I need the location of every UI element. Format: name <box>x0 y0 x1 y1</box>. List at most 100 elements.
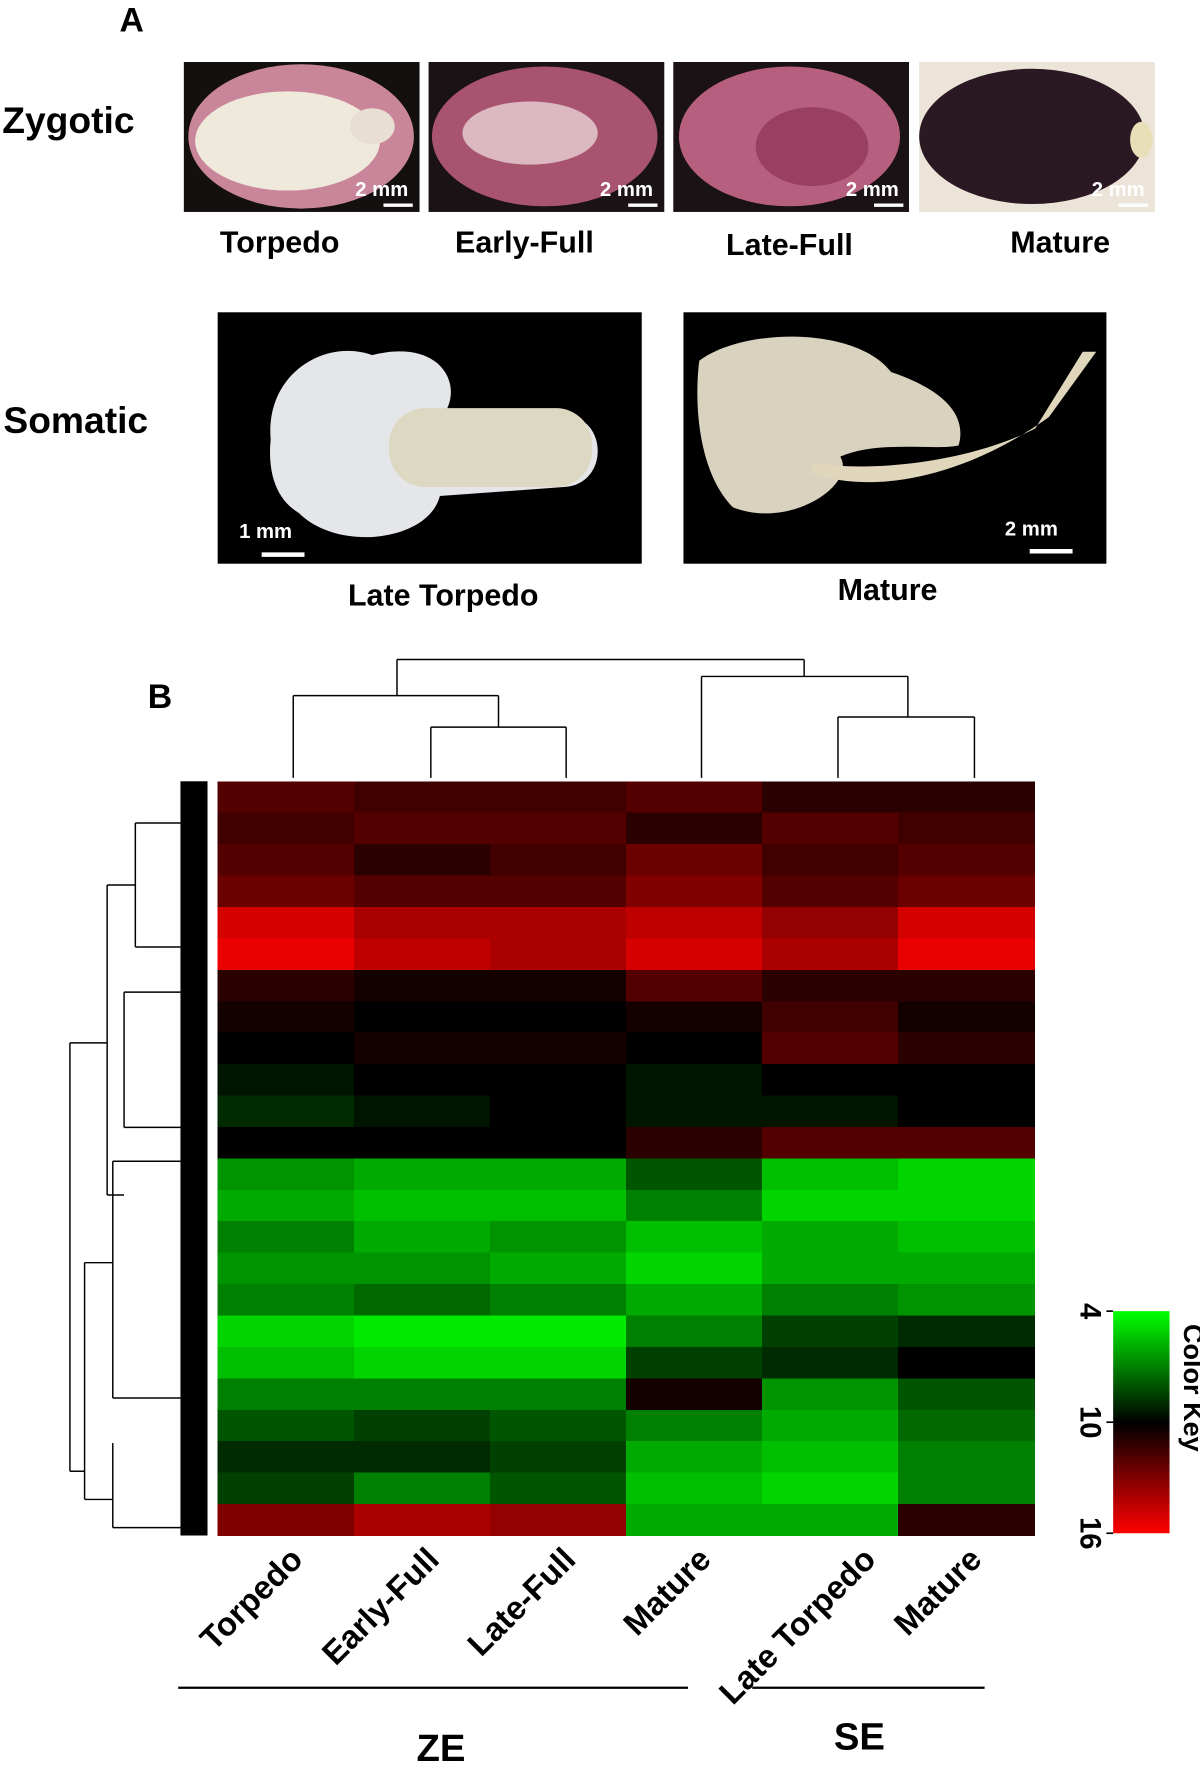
color-key-tick-label: 16 <box>1073 1517 1106 1550</box>
heatmap-cell <box>217 938 355 971</box>
heatmap-cell <box>762 1252 899 1285</box>
heatmap-cell <box>762 1189 899 1222</box>
photo: 2 mm <box>428 62 665 212</box>
heatmap-cell <box>353 1441 491 1474</box>
panel-label: B <box>148 678 172 716</box>
heatmap-cell <box>489 1252 627 1285</box>
heatmap-cell <box>625 1032 763 1065</box>
heatmap-cell <box>217 1315 355 1348</box>
heatmap-cell <box>898 906 1035 939</box>
heatmap-cell <box>898 1032 1035 1065</box>
scale-label: 2 mm <box>1092 179 1145 201</box>
heatmap-cell <box>489 1032 627 1065</box>
heatmap <box>217 781 1035 1537</box>
heatmap-cell <box>898 812 1035 845</box>
heatmap-cell <box>762 1158 899 1191</box>
heatmap-cell <box>762 1284 899 1317</box>
row-dendrogram <box>69 781 208 1536</box>
heatmap-cell <box>625 938 763 971</box>
heatmap-cell <box>489 969 627 1002</box>
heatmap-cell <box>625 1001 763 1034</box>
heatmap-cell <box>898 1158 1035 1191</box>
heatmap-cell <box>898 1189 1035 1222</box>
heatmap-cell <box>353 906 491 939</box>
heatmap-cell <box>489 1378 627 1411</box>
heatmap-cell <box>489 1001 627 1034</box>
heatmap-cell <box>353 812 491 845</box>
heatmap-cell <box>217 1472 355 1505</box>
row-label: Somatic <box>3 399 148 441</box>
heatmap-cell <box>898 1126 1035 1159</box>
heatmap-cell <box>898 1409 1035 1442</box>
group-label: SE <box>834 1716 885 1759</box>
scale-label: 2 mm <box>600 179 653 201</box>
heatmap-cell <box>217 1378 355 1411</box>
heatmap-cell <box>898 1001 1035 1034</box>
heatmap-cell <box>489 844 627 877</box>
heatmap-cell <box>762 906 899 939</box>
heatmap-cell <box>898 938 1035 971</box>
heatmap-cell <box>217 969 355 1002</box>
heatmap-cell <box>762 1378 899 1411</box>
heatmap-cell <box>625 1189 763 1222</box>
heatmap-cell <box>489 1158 627 1191</box>
row-label: Zygotic <box>2 99 134 141</box>
heatmap-cell <box>898 1315 1035 1348</box>
heatmap-cell <box>217 1252 355 1285</box>
heatmap-cell <box>217 1284 355 1317</box>
heatmap-cell <box>898 1441 1035 1474</box>
heatmap-cell <box>217 781 355 814</box>
heatmap-cell <box>489 1064 627 1097</box>
heatmap-cell <box>353 875 491 908</box>
heatmap-cell <box>625 1472 763 1505</box>
heatmap-cell <box>625 1252 763 1285</box>
heatmap-cell <box>489 1221 627 1254</box>
heatmap-cell <box>898 1064 1035 1097</box>
heatmap-cell <box>217 1095 355 1128</box>
column-dendrogram <box>292 658 976 778</box>
photo: 2 mm <box>919 62 1155 212</box>
heatmap-cell <box>217 1346 355 1379</box>
heatmap-cell <box>762 1221 899 1254</box>
heatmap-cell <box>762 1095 899 1128</box>
heatmap-cell <box>489 1126 627 1159</box>
heatmap-cell <box>625 906 763 939</box>
heatmap-cell <box>625 969 763 1002</box>
heatmap-cell <box>898 1284 1035 1317</box>
heatmap-cell <box>489 1315 627 1348</box>
heatmap-cell <box>762 812 899 845</box>
heatmap-cell <box>762 1504 899 1537</box>
heatmap-cell <box>762 938 899 971</box>
heatmap-cell <box>762 1409 899 1442</box>
heatmap-cell <box>217 1158 355 1191</box>
heatmap-cell <box>762 969 899 1002</box>
heatmap-cell <box>489 812 627 845</box>
heatmap-cell <box>762 781 899 814</box>
heatmap-cell <box>489 781 627 814</box>
stage-label: Early-Full <box>455 226 594 260</box>
column-label: Late Torpedo <box>712 1540 883 1711</box>
heatmap-cell <box>898 1472 1035 1505</box>
heatmap-cell <box>353 1378 491 1411</box>
heatmap-cell <box>898 1378 1035 1411</box>
heatmap-cell <box>217 1126 355 1159</box>
heatmap-cell <box>762 844 899 877</box>
heatmap-cell <box>762 875 899 908</box>
heatmap-cell <box>625 1095 763 1128</box>
heatmap-cell <box>898 844 1035 877</box>
heatmap-cell <box>625 812 763 845</box>
stage-label: Mature <box>1010 226 1110 260</box>
heatmap-cell <box>353 1064 491 1097</box>
heatmap-cell <box>625 1221 763 1254</box>
heatmap-cell <box>625 1126 763 1159</box>
photo: 2 mm <box>673 62 910 212</box>
heatmap-cell <box>625 1315 763 1348</box>
heatmap-cell <box>217 1064 355 1097</box>
heatmap-cell <box>898 969 1035 1002</box>
panel-label: A <box>120 2 144 40</box>
heatmap-cell <box>217 812 355 845</box>
heatmap-cell <box>625 1158 763 1191</box>
heatmap-cell <box>762 1441 899 1474</box>
